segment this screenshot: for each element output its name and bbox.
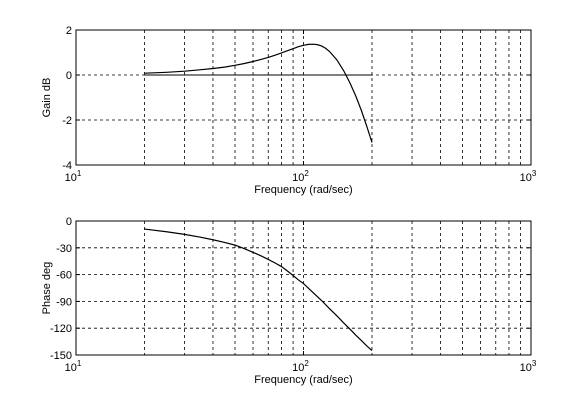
- y-tick-label: -60: [56, 270, 72, 282]
- y-tick-label: 2: [66, 25, 72, 37]
- phase-plot: -150 -120 -90 -60 -30 0 101 102 103 Frequency (ra…: [41, 216, 537, 386]
- x-tick-label-exponent: 3: [532, 169, 537, 178]
- y-axis-title: Phase deg: [41, 262, 53, 315]
- x-tick-label-exponent: 1: [77, 169, 82, 178]
- y-tick-label: -2: [62, 115, 72, 127]
- x-tick-label-exponent: 2: [304, 359, 309, 368]
- y-tick-label: -150: [50, 350, 72, 362]
- y-tick-label: -120: [50, 323, 72, 335]
- x-axis-title: Frequency (rad/sec): [254, 374, 352, 386]
- series-line: [144, 228, 373, 351]
- x-axis-title: Frequency (rad/sec): [254, 184, 352, 196]
- x-tick-label: 101: [65, 359, 82, 374]
- x-tick-label-exponent: 3: [532, 359, 537, 368]
- y-tick-label: 0: [66, 70, 72, 82]
- x-tick-label: 102: [292, 359, 309, 374]
- gain-plot: -4 -2 0 2 101 102 103 Frequency (rad/sec) Gain d…: [41, 25, 537, 196]
- x-tick-label: 103: [520, 169, 537, 184]
- x-tick-label: 102: [292, 169, 309, 184]
- x-tick-label: 103: [520, 359, 537, 374]
- y-axis-title: Gain dB: [41, 78, 53, 118]
- y-tick-label: -90: [56, 296, 72, 308]
- x-tick-label-exponent: 1: [77, 359, 82, 368]
- x-tick-label-exponent: 2: [304, 169, 309, 178]
- y-tick-label: 0: [66, 216, 72, 228]
- y-tick-label: -30: [56, 243, 72, 255]
- series-line: [144, 43, 373, 143]
- x-tick-label: 101: [65, 169, 82, 184]
- y-tick-label: -4: [62, 160, 72, 172]
